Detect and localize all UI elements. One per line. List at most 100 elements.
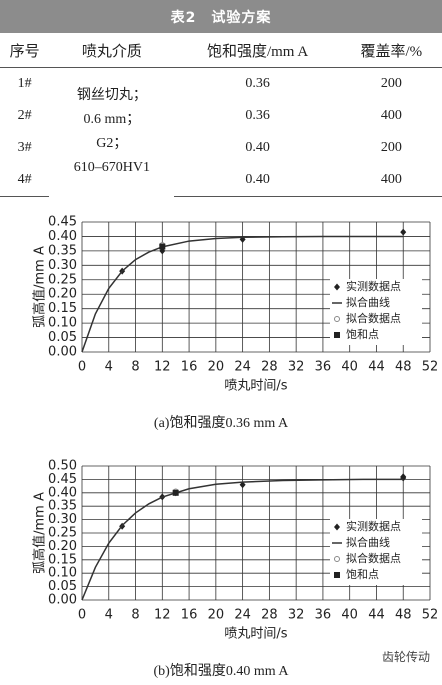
x-axis-label: 喷丸时间/s: [224, 379, 287, 394]
x-tick-label: 24: [234, 608, 251, 623]
y-tick-label: 0.25: [48, 526, 77, 541]
marker: [239, 481, 246, 489]
marker: [334, 316, 340, 322]
cell: 200: [380, 140, 402, 155]
y-tick-label: 0.00: [48, 345, 77, 360]
y-axis-label: 弧高值/mm A: [32, 246, 48, 328]
cell-line: 钢丝切丸；: [76, 88, 147, 104]
cell: 0.36: [245, 76, 270, 91]
table-title: 表2 试验方案: [0, 0, 442, 33]
marker: [334, 283, 340, 291]
y-tick-label: 0.30: [48, 512, 77, 527]
x-tick-label: 16: [181, 608, 198, 623]
column-header: 覆盖率/%: [340, 33, 442, 68]
x-tick-label: 28: [261, 360, 278, 375]
x-tick-label: 20: [208, 360, 225, 375]
x-tick-label: 12: [154, 360, 171, 375]
legend-label: 拟合数据点: [346, 311, 401, 325]
x-tick-label: 40: [341, 608, 358, 623]
marker: [400, 228, 407, 236]
y-tick-label: 0.20: [48, 287, 77, 302]
y-tick-label: 0.30: [48, 258, 77, 273]
x-tick-label: 48: [395, 608, 412, 623]
legend-label: 饱和点: [346, 567, 379, 581]
marker: [400, 473, 407, 481]
x-tick-label: 8: [131, 360, 139, 375]
y-tick-label: 0.50: [48, 459, 77, 474]
x-tick-label: 36: [315, 608, 332, 623]
cell: 3#: [17, 140, 32, 155]
y-tick-label: 0.20: [48, 539, 77, 554]
legend-label: 拟合曲线: [346, 535, 390, 549]
y-tick-label: 0.45: [48, 215, 77, 230]
x-tick-label: 28: [261, 608, 278, 623]
legend-label: 拟合曲线: [346, 295, 390, 309]
x-tick-label: 24: [234, 360, 251, 375]
y-tick-label: 0.15: [48, 301, 77, 316]
cell: 1#: [17, 76, 32, 91]
marker: [334, 572, 340, 578]
column-header: 喷丸介质: [49, 33, 175, 68]
cell: 400: [380, 108, 402, 123]
x-tick-label: 36: [315, 360, 332, 375]
legend-label: 实测数据点: [346, 279, 401, 293]
y-tick-label: 0.35: [48, 243, 77, 258]
cell: 200: [380, 76, 402, 91]
y-tick-label: 0.10: [48, 316, 77, 331]
column-header: 序号: [0, 33, 50, 68]
legend-label: 饱和点: [346, 327, 379, 341]
y-tick-label: 0.40: [48, 485, 77, 500]
x-tick-label: 48: [395, 360, 412, 375]
cell-line: 610–670HV1: [73, 160, 150, 176]
x-tick-label: 20: [208, 608, 225, 623]
x-tick-label: 44: [368, 360, 385, 375]
cell: 400: [340, 164, 442, 197]
caption: (a)饱和强度0.36 mm A: [154, 415, 289, 431]
x-tick-label: 0: [78, 608, 86, 623]
fit-curve: [81, 235, 404, 353]
x-tick-label: 32: [288, 608, 305, 623]
legend-label: 实测数据点: [346, 519, 401, 533]
caption: (b)饱和强度0.40 mm A: [154, 663, 290, 679]
x-tick-label: 44: [368, 608, 385, 623]
marker: [172, 489, 179, 496]
cell: 2#: [17, 108, 32, 123]
x-tick-label: 32: [288, 360, 305, 375]
x-tick-label: 52: [422, 360, 439, 375]
medium-cell: 钢丝切丸； 0.6 mm； G2； 610–670HV1: [49, 68, 174, 197]
y-tick-label: 0.00: [48, 593, 77, 608]
legend-label: 拟合数据点: [346, 551, 401, 565]
watermark: 齿轮传动: [381, 650, 430, 664]
legend-box: [330, 279, 422, 345]
x-axis-label: 喷丸时间/s: [224, 627, 287, 642]
cell-line: G2；: [96, 136, 128, 152]
marker: [334, 332, 340, 338]
x-tick-label: 4: [105, 360, 113, 375]
x-tick-label: 12: [154, 608, 171, 623]
marker: [334, 556, 340, 562]
column-header: 饱和强度/mm A: [174, 33, 341, 68]
y-tick-label: 0.45: [48, 472, 77, 487]
x-tick-label: 0: [78, 360, 86, 375]
y-tick-label: 0.15: [48, 552, 77, 567]
marker: [334, 523, 340, 531]
cell-line: 0.6 mm；: [83, 112, 141, 128]
cell: 0.40: [245, 140, 270, 155]
legend-box: [330, 519, 422, 585]
cell: 4#: [0, 164, 50, 197]
x-tick-label: 52: [422, 608, 439, 623]
x-tick-label: 8: [131, 608, 139, 623]
y-tick-label: 0.05: [48, 579, 77, 594]
y-tick-label: 0.10: [48, 566, 77, 581]
x-tick-label: 40: [341, 360, 358, 375]
x-tick-label: 4: [105, 608, 113, 623]
y-tick-label: 0.25: [48, 272, 77, 287]
cell: 0.40: [174, 164, 341, 197]
y-tick-label: 0.35: [48, 499, 77, 514]
marker: [159, 243, 166, 250]
y-tick-label: 0.05: [48, 330, 77, 345]
table: 表2 试验方案 序号 喷丸介质 饱和强度/mm A 覆盖率/% 1# 钢丝切丸；…: [0, 0, 442, 197]
y-tick-label: 0.40: [48, 229, 77, 244]
